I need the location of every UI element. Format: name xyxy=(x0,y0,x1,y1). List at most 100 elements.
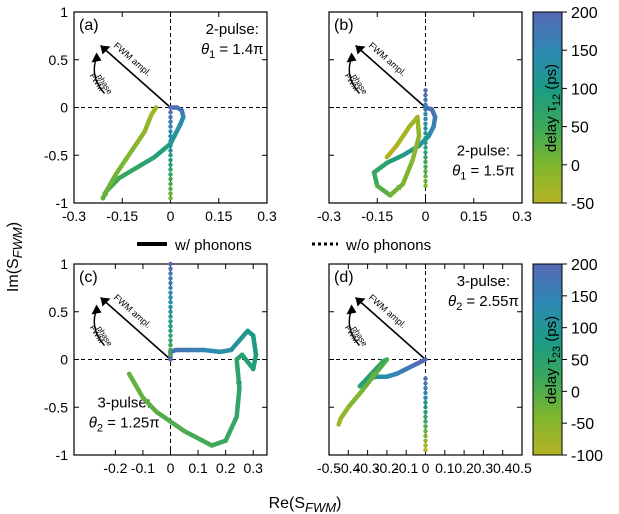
with-phonons-segment xyxy=(359,371,378,394)
x-tick-label: 0.5 xyxy=(512,460,532,476)
panel-label: (b) xyxy=(334,17,354,34)
colorbar-top-tick-label: 150 xyxy=(571,43,598,60)
y-tick-label: 0.5 xyxy=(49,304,69,320)
x-tick-label: 0 xyxy=(422,460,430,476)
with-phonons-segment xyxy=(234,385,242,420)
without-phonons-point xyxy=(168,105,173,110)
without-phonons-point xyxy=(168,352,173,357)
without-phonons-point xyxy=(168,162,173,167)
with-phonons-segment xyxy=(371,170,380,189)
direction-arrowhead xyxy=(396,183,403,191)
colorbar-top: 200 150 100 50 0 -50 delay τ12 (ps) xyxy=(532,5,598,213)
without-phonons-point xyxy=(423,92,428,98)
legend-without-phonons: w/o phonons xyxy=(345,237,431,254)
without-phonons-point xyxy=(168,119,173,125)
colorbar-top-tick-label: 0 xyxy=(571,158,580,175)
without-phonons-point xyxy=(168,314,173,319)
colorbar-bottom-tick-label: 200 xyxy=(571,257,598,274)
x-tick-label: 0.1 xyxy=(188,460,208,476)
with-phonons-segment xyxy=(375,183,393,198)
x-tick-label: 0.3 xyxy=(257,208,277,224)
with-phonons-segment xyxy=(116,164,141,181)
without-phonons-point xyxy=(168,295,173,300)
colorbar-bottom: 200 150 100 50 0 -50 -100 delay τ23 (ps) xyxy=(532,257,603,465)
panel-c: -0.2 -0.1 0 0.1 0.2 0.3 -1 -0.5 0 0.5 1 (c) 3-pulse:… xyxy=(44,256,268,476)
with-phonons-segment xyxy=(142,112,154,134)
colorbar-bottom-tick-label: 50 xyxy=(571,353,589,370)
annotation-theta: θ1 = 1.4π xyxy=(201,41,264,61)
without-phonons-point xyxy=(168,347,173,353)
without-phonons-point xyxy=(423,140,428,146)
colorbar-bottom-label: delay τ23 (ps) xyxy=(543,316,563,404)
with-phonons-segment xyxy=(415,114,422,139)
x-tick-label: -0.15 xyxy=(106,208,138,224)
annotation-theta: θ2 = 2.55π xyxy=(448,293,519,313)
amplitude-label: FWM ampl. xyxy=(112,40,153,78)
phase-arrowhead xyxy=(346,304,357,315)
without-phonons-point xyxy=(168,110,173,115)
amplitude-arrowhead xyxy=(100,45,111,55)
amplitude-arrowhead xyxy=(355,297,366,307)
phase-arrowhead xyxy=(91,52,102,63)
with-phonons-segment xyxy=(140,395,159,415)
without-phonons-point xyxy=(168,114,173,120)
without-phonons-point xyxy=(168,323,173,329)
without-phonons-point xyxy=(168,148,173,153)
without-phonons-point xyxy=(423,126,428,131)
with-phonons-segment xyxy=(384,143,399,160)
x-tick-label: 0.1 xyxy=(435,460,455,476)
colorbar-top-tick-label: 200 xyxy=(571,5,598,22)
x-tick-label: -0.1 xyxy=(131,460,155,476)
amplitude-arrow xyxy=(354,44,427,109)
panel-a: -0.3 -0.15 0 0.15 0.3 -1 -0.5 0 0.5 1 (a) 2-pulse: θ… xyxy=(44,4,277,224)
without-phonons-point xyxy=(168,304,173,310)
without-phonons-point xyxy=(168,300,173,305)
without-phonons-point xyxy=(423,400,428,405)
without-phonons-point xyxy=(168,319,173,324)
without-phonons-point xyxy=(168,290,173,295)
with-phonons-segment xyxy=(123,143,138,163)
without-phonons-point xyxy=(423,88,428,93)
panel-d: -0.5-0.4-0.3-0.2-0.1 0 0.1 0.2 0.3 0.4 0.5 (d) 3… xyxy=(317,263,532,476)
annotation-pulse: 3-pulse: xyxy=(457,273,510,290)
y-tick-label: 0 xyxy=(60,100,68,116)
without-phonons-point xyxy=(168,328,173,334)
without-phonons-point xyxy=(168,285,173,291)
without-phonons-point xyxy=(168,186,173,191)
direction-arrowhead xyxy=(102,188,109,196)
y-tick-label: 0 xyxy=(60,352,68,368)
with-phonons-segment xyxy=(132,381,146,400)
without-phonons-point xyxy=(423,116,428,122)
with-phonons-segment xyxy=(223,414,239,443)
with-phonons-segment xyxy=(201,347,223,355)
colorbar-bottom-tick-label: 0 xyxy=(571,384,580,401)
colorbar-top-tick-label: 50 xyxy=(571,120,589,137)
phase-arrowhead xyxy=(346,52,357,63)
with-phonons-segment xyxy=(182,428,215,448)
annotation-pulse: 2-pulse: xyxy=(206,21,259,38)
without-phonons-point xyxy=(423,154,428,160)
legend: w/ phonons w/o phonons xyxy=(137,237,431,254)
without-phonons-point xyxy=(168,271,173,276)
x-tick-label: -0.3 xyxy=(356,460,380,476)
without-phonons-point xyxy=(423,428,428,434)
with-phonons-segment xyxy=(113,157,128,177)
without-phonons-point xyxy=(423,97,428,103)
without-phonons-point xyxy=(423,385,428,391)
without-phonons-point xyxy=(168,280,173,286)
without-phonons-point xyxy=(423,102,428,107)
y-tick-label: 1 xyxy=(60,4,68,20)
x-tick-label: -0.15 xyxy=(361,208,393,224)
without-phonons-point xyxy=(423,174,428,179)
colorbar-bottom-tick-label: -50 xyxy=(571,416,594,433)
without-phonons-point xyxy=(168,309,173,314)
x-tick-label: 0.3 xyxy=(474,460,494,476)
without-phonons-point xyxy=(423,159,428,165)
without-phonons-point xyxy=(423,438,428,443)
x-tick-label: -0.1 xyxy=(394,460,418,476)
amplitude-arrow xyxy=(99,44,172,109)
x-tick-label: 0.15 xyxy=(205,208,232,224)
amplitude-label: FWM ampl. xyxy=(367,292,408,330)
y-tick-label: -0.5 xyxy=(44,399,68,415)
